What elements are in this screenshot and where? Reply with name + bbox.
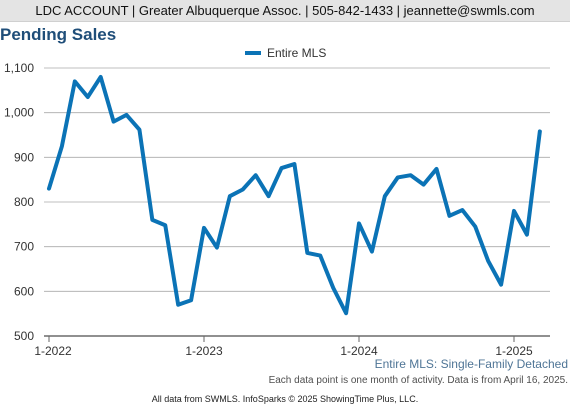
data-point-2024-09 (460, 208, 464, 212)
data-point-2024-12 (499, 283, 503, 287)
data-credit-footer: All data from SWMLS. InfoSparks © 2025 S… (151, 394, 419, 404)
data-note: Each data point is one month of activity… (268, 375, 568, 386)
x-tick-label: 1-2022 (34, 344, 72, 358)
data-point-2024-07 (434, 167, 439, 171)
x-tick-label: 1-2023 (185, 344, 223, 358)
y-tick-label: 1,000 (4, 106, 34, 120)
chart-subtitle: Entire MLS: Single-Family Detached (374, 357, 568, 371)
data-point-2023-09 (305, 251, 309, 255)
data-point-2024-05 (409, 173, 413, 177)
x-tick-label: 1-2024 (340, 344, 378, 358)
data-point-2023-02 (215, 245, 219, 250)
y-tick-label: 500 (14, 329, 34, 343)
data-point-2024-01 (357, 221, 361, 226)
chart-title: Pending Sales (0, 25, 117, 44)
chart-legend: Entire MLS (245, 46, 326, 60)
data-point-2022-11 (176, 303, 180, 307)
y-tick-label: 800 (14, 195, 34, 209)
data-point-2022-08 (137, 128, 142, 132)
y-tick-label: 600 (14, 284, 34, 298)
chart-axes (44, 335, 550, 342)
data-point-2023-11 (331, 286, 335, 290)
data-point-2024-08 (447, 214, 452, 218)
data-point-2023-12 (344, 311, 348, 315)
y-tick-label: 1,100 (4, 61, 34, 75)
data-point-2022-03 (73, 79, 77, 83)
data-point-2024-02 (370, 249, 374, 254)
data-point-2023-01 (202, 226, 206, 230)
data-point-2022-12 (189, 298, 193, 302)
data-point-2024-06 (421, 182, 426, 187)
data-point-2024-03 (383, 194, 387, 198)
data-point-2024-04 (396, 175, 400, 180)
data-point-2023-08 (292, 162, 297, 166)
series-data-points (47, 75, 542, 315)
legend-label: Entire MLS (267, 46, 326, 60)
account-header-bar: LDC ACCOUNT | Greater Albuquerque Assoc.… (0, 0, 570, 22)
y-tick-label: 900 (14, 150, 34, 164)
data-point-2023-03 (228, 194, 232, 198)
data-point-2025-02 (525, 233, 529, 237)
data-point-2022-07 (124, 113, 129, 117)
data-point-2022-04 (86, 95, 90, 99)
data-point-2022-01 (47, 187, 51, 191)
data-point-2024-10 (473, 224, 477, 229)
data-point-2022-09 (150, 218, 154, 222)
x-tick-label: 1-2025 (495, 344, 533, 358)
data-point-2025-03 (538, 129, 542, 134)
data-point-2024-11 (486, 259, 490, 263)
data-point-2023-06 (266, 194, 271, 198)
legend-entry-entire-mls: Entire MLS (245, 46, 326, 60)
data-point-2023-10 (318, 254, 322, 258)
grid-lines (44, 67, 550, 337)
data-point-2025-01 (512, 209, 516, 213)
y-tick-label: 700 (14, 240, 34, 254)
data-point-2023-04 (241, 187, 245, 192)
data-point-2023-07 (279, 166, 284, 170)
data-point-2022-10 (163, 223, 167, 227)
data-point-2022-06 (111, 120, 116, 124)
data-point-2022-05 (99, 75, 103, 79)
data-point-2022-02 (60, 144, 64, 148)
data-point-2023-05 (254, 173, 258, 177)
